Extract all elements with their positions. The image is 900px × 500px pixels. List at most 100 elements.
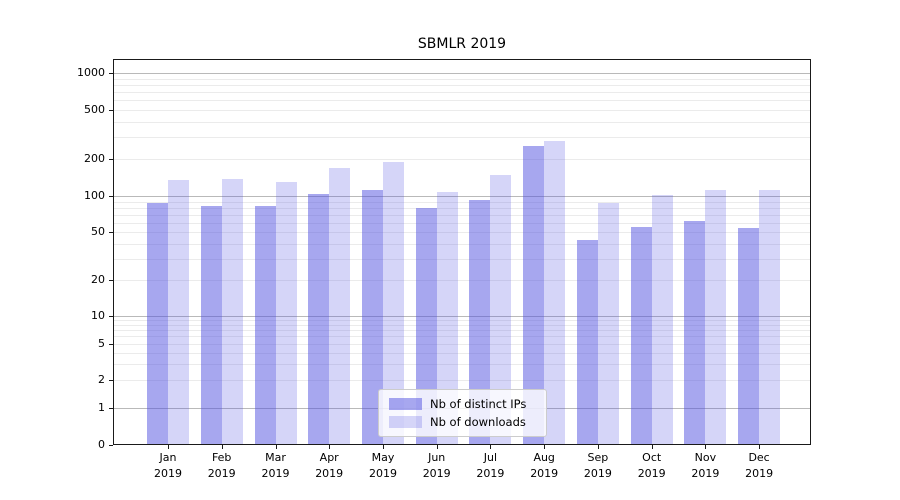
gridlines-layer	[113, 59, 811, 445]
gridline	[113, 324, 811, 326]
x-tick-label: Apr 2019	[315, 451, 344, 480]
y-tick-label: 0	[98, 438, 105, 451]
x-tick-label: Oct 2019	[637, 451, 666, 480]
gridline	[113, 73, 811, 74]
gridline	[113, 380, 811, 382]
bar-distinct-ips	[523, 145, 545, 445]
bar-downloads	[436, 192, 458, 445]
bar-distinct-ips	[684, 220, 706, 445]
x-tick-mark	[705, 445, 707, 449]
legend-item-downloads: Nb of downloads	[379, 415, 546, 429]
gridline	[113, 352, 811, 354]
legend: Nb of distinct IPs Nb of downloads	[378, 389, 547, 437]
gridline	[113, 100, 811, 102]
y-tick-mark	[109, 279, 113, 281]
bar-downloads	[597, 202, 619, 445]
y-tick-mark	[109, 110, 113, 111]
x-tick-mark	[221, 445, 223, 449]
bar-distinct-ips	[738, 228, 760, 445]
legend-label-downloads: Nb of downloads	[430, 415, 526, 429]
y-tick-mark	[109, 196, 113, 197]
y-tick-label: 50	[91, 225, 105, 239]
gridline	[113, 343, 811, 345]
gridline	[113, 279, 811, 281]
y-tick-label: 2	[98, 373, 105, 387]
gridline	[113, 258, 811, 260]
y-tick-label: 1000	[77, 66, 105, 79]
bar-downloads	[651, 194, 673, 445]
gridline	[113, 78, 811, 80]
legend-item-distinct-ips: Nb of distinct IPs	[379, 397, 546, 411]
y-tick-mark	[109, 73, 113, 74]
gridline	[113, 207, 811, 209]
bar-downloads	[221, 178, 243, 445]
x-tick-label: Dec 2019	[745, 451, 774, 480]
y-tick-mark	[109, 232, 113, 234]
gridline	[113, 232, 811, 234]
gridline	[113, 316, 811, 317]
legend-swatch-downloads	[389, 416, 422, 428]
x-tick-mark	[436, 445, 438, 449]
x-tick-mark	[383, 445, 384, 449]
x-tick-label: May 2019	[369, 451, 397, 480]
bar-downloads	[759, 190, 781, 445]
x-tick-label: Feb 2019	[207, 451, 236, 480]
y-tick-mark	[109, 408, 113, 409]
gridline	[113, 137, 811, 139]
bar-downloads	[490, 175, 512, 445]
x-tick-label: Aug 2019	[530, 451, 559, 480]
gridline	[113, 196, 811, 197]
bar-distinct-ips	[147, 203, 168, 445]
bar-downloads	[168, 180, 189, 445]
chart-title: SBMLR 2019	[417, 36, 507, 52]
gridline	[113, 201, 811, 203]
x-tick-mark	[329, 445, 331, 449]
bar-distinct-ips	[362, 190, 383, 445]
x-tick-label: Jul 2019	[476, 451, 505, 480]
bar-downloads	[329, 168, 351, 445]
gridline	[113, 320, 811, 322]
x-tick-mark	[168, 445, 169, 449]
y-tick-mark	[109, 343, 113, 345]
bar-distinct-ips	[576, 240, 598, 445]
gridline	[113, 214, 811, 216]
gridline	[113, 159, 811, 160]
y-tick-label: 500	[84, 103, 105, 116]
bar-distinct-ips	[308, 194, 330, 445]
x-tick-label: Nov 2019	[691, 451, 720, 480]
y-tick-mark	[109, 159, 113, 160]
gridline	[113, 243, 811, 245]
x-tick-mark	[597, 445, 599, 449]
plot-area: Nb of distinct IPs Nb of downloads	[113, 59, 811, 445]
bar-distinct-ips	[630, 227, 652, 445]
gridline	[113, 84, 811, 86]
legend-label-distinct-ips: Nb of distinct IPs	[430, 397, 527, 411]
x-tick-label: Sep 2019	[583, 451, 612, 480]
bar-downloads	[544, 141, 566, 445]
x-tick-mark	[490, 445, 492, 449]
y-tick-label: 200	[84, 152, 105, 165]
bar-downloads	[383, 161, 404, 445]
y-tick-label: 20	[91, 272, 105, 286]
y-tick-label: 100	[84, 189, 105, 202]
bar-distinct-ips	[254, 206, 276, 445]
gridline	[113, 92, 811, 94]
x-tick-mark	[275, 445, 277, 449]
gridline	[113, 364, 811, 366]
y-tick-label: 1	[98, 401, 105, 414]
gridline	[113, 330, 811, 332]
bars-layer	[113, 59, 811, 445]
x-tick-mark	[759, 445, 761, 449]
bar-downloads	[275, 182, 297, 445]
y-tick-mark	[109, 316, 113, 317]
gridline	[113, 336, 811, 338]
y-tick-mark	[109, 445, 113, 446]
bar-distinct-ips	[200, 206, 222, 445]
y-tick-label: 5	[98, 336, 105, 350]
gridline	[113, 121, 811, 123]
bar-distinct-ips	[415, 208, 437, 445]
bar-downloads	[705, 190, 727, 445]
x-tick-mark	[544, 445, 546, 449]
legend-swatch-distinct-ips	[389, 398, 422, 410]
x-tick-label: Mar 2019	[261, 451, 290, 480]
